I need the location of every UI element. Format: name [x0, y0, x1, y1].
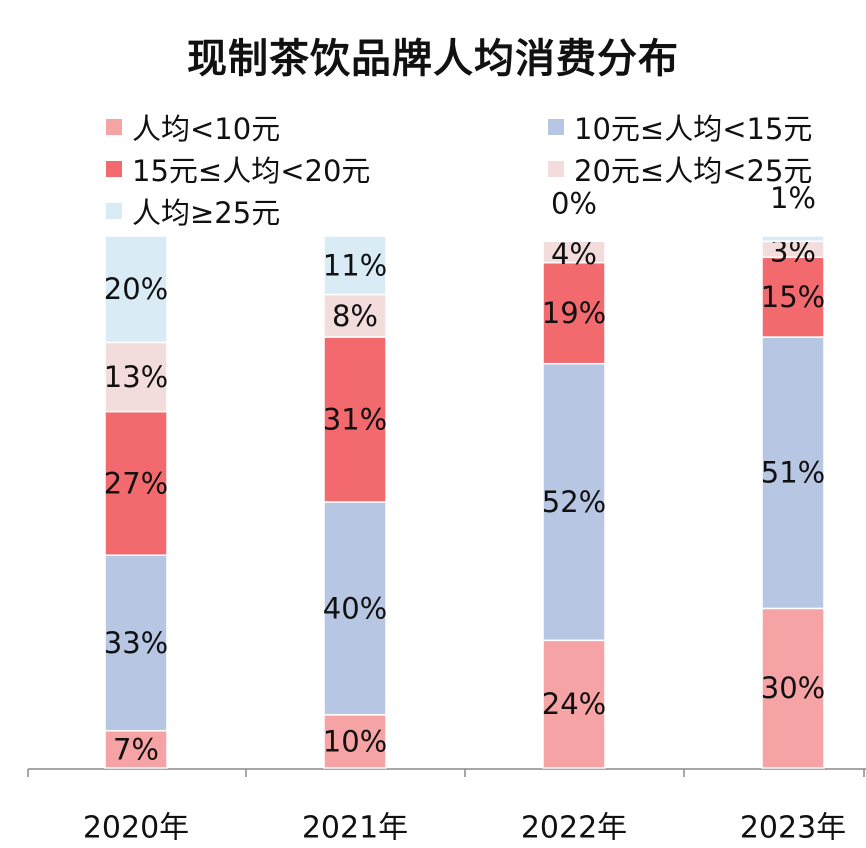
chart-title: 现制茶饮品牌人均消费分布: [187, 36, 679, 82]
legend-item-lt10: 人均<10元: [106, 106, 280, 148]
legend-label-15-20: 15元≤人均<20元: [132, 154, 371, 188]
legend-swatch-20-25: [548, 161, 564, 177]
legend-item-20-25: 20元≤人均<25元: [548, 148, 812, 190]
bar-segment: [761, 235, 825, 243]
data-label: 19%: [542, 296, 606, 330]
data-label: 40%: [323, 591, 387, 625]
x-tick-label: 2020年: [83, 811, 189, 846]
bar-segment: [104, 730, 168, 769]
data-label: 52%: [542, 485, 606, 519]
data-label: 1%: [770, 181, 816, 215]
legend-label-20-25: 20元≤人均<25元: [574, 154, 813, 188]
bar-segment: [104, 554, 168, 732]
legend-swatch-ge25: [106, 203, 122, 219]
legend-item-ge25: 人均≥25元: [106, 190, 280, 232]
legend-item-10-15: 10元≤人均<15元: [548, 106, 812, 148]
data-label: 13%: [104, 360, 168, 394]
bar-segment: [323, 336, 387, 503]
data-label: 33%: [104, 626, 168, 660]
legend-label-10-15: 10元≤人均<15元: [574, 112, 813, 146]
data-label: 51%: [761, 456, 825, 490]
bar-segment: [323, 293, 387, 338]
data-label: 0%: [551, 186, 597, 220]
bar-segment: [761, 336, 825, 610]
bar-segment: [323, 501, 387, 716]
bar-segment: [542, 240, 606, 264]
bar-segment: [542, 261, 606, 365]
bar-segment: [542, 639, 606, 769]
bar-segment: [104, 341, 168, 413]
bar-segment: [323, 714, 387, 769]
bar-segment: [761, 256, 825, 338]
data-label: 15%: [761, 280, 825, 314]
bar-segment: [761, 607, 825, 769]
legend-swatch-15-20: [106, 161, 122, 177]
data-label: 7%: [113, 732, 159, 766]
data-label: 27%: [104, 466, 168, 500]
data-label: 4%: [551, 237, 597, 271]
legend-item-15-20: 15元≤人均<20元: [106, 148, 370, 190]
x-tick-label: 2021年: [302, 811, 408, 846]
x-tick-label: 2023年: [740, 811, 846, 846]
legend-label-ge25: 人均≥25元: [132, 196, 281, 230]
x-tick-label: 2022年: [521, 811, 627, 846]
data-label: 24%: [542, 687, 606, 721]
data-label: 31%: [323, 403, 387, 437]
data-label: 20%: [104, 272, 168, 306]
data-label: 11%: [323, 248, 387, 282]
legend-swatch-lt10: [106, 119, 122, 135]
bar-segment: [104, 235, 168, 344]
bar-segment: [542, 362, 606, 642]
data-label: 10%: [323, 724, 387, 758]
data-label: 30%: [761, 671, 825, 705]
data-label: 8%: [332, 299, 378, 333]
bar-segment: [323, 235, 387, 296]
legend-label-lt10: 人均<10元: [132, 112, 281, 146]
legend-swatch-10-15: [548, 119, 564, 135]
